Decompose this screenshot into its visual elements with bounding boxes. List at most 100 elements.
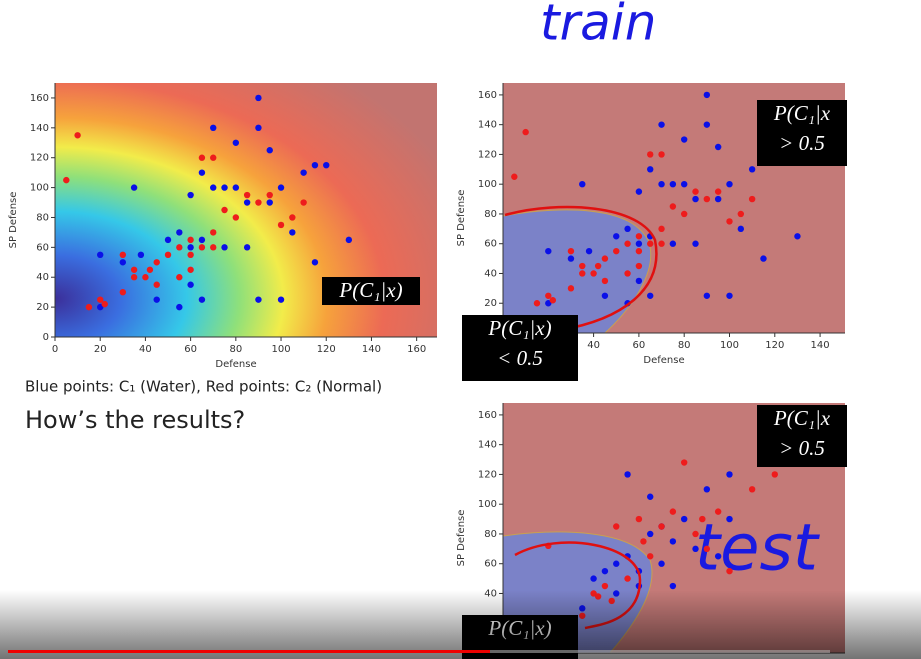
y-tick-label: 120 — [478, 469, 497, 480]
point — [210, 244, 217, 251]
point — [703, 545, 711, 553]
point — [277, 184, 285, 191]
point — [699, 515, 706, 523]
point — [613, 233, 620, 240]
point — [647, 553, 654, 560]
point — [300, 199, 307, 206]
video-shade — [0, 590, 921, 659]
point — [130, 274, 138, 281]
point — [511, 173, 518, 180]
point — [277, 221, 285, 229]
point — [647, 530, 654, 538]
point — [601, 277, 609, 285]
point — [187, 244, 194, 251]
point — [176, 274, 183, 281]
point — [255, 296, 262, 303]
point — [119, 251, 127, 259]
y-tick-label: 100 — [478, 499, 497, 510]
y-axis-label: SP Defense — [8, 192, 19, 249]
point — [692, 530, 699, 538]
chart: 0 20 40 60 80 100 120 140 160 0 20 40 60 80 100 120 140 1… — [8, 83, 437, 370]
label-boxes: P(C₁|x) P(C₁|x > 0.5 P(C₁|x) < 0.5 P(C₁|x > 0.… — [322, 100, 847, 659]
point — [613, 523, 620, 530]
point — [85, 303, 93, 311]
x-axis-label: Defense — [643, 355, 684, 366]
point — [669, 582, 677, 590]
point — [635, 515, 643, 523]
point — [187, 266, 194, 273]
point — [187, 236, 194, 244]
point — [97, 303, 104, 311]
point — [198, 244, 206, 251]
handwriting: test — [695, 512, 821, 586]
progress-bar[interactable] — [8, 650, 490, 653]
point — [277, 296, 285, 303]
point — [669, 538, 677, 545]
point — [187, 251, 194, 259]
x-tick-label: 40 — [587, 340, 600, 351]
y-tick-label: 100 — [30, 183, 49, 194]
point — [300, 169, 307, 176]
point — [545, 292, 552, 299]
point — [726, 471, 733, 478]
point — [232, 184, 240, 191]
point — [692, 188, 699, 195]
label-text: P(C₁|x — [773, 101, 831, 125]
point — [289, 229, 296, 236]
point — [703, 195, 711, 203]
point — [255, 199, 262, 206]
caption: Blue points: C₁ (Water), Red points: C₂ … — [25, 378, 382, 396]
point — [198, 236, 206, 244]
point — [680, 515, 688, 523]
point — [63, 176, 70, 184]
point — [187, 191, 194, 199]
point — [726, 515, 733, 523]
point — [567, 247, 575, 255]
point — [748, 486, 756, 493]
label-text: P(C₁|x — [773, 406, 831, 430]
point — [624, 240, 631, 247]
point — [119, 288, 127, 296]
point — [130, 184, 138, 191]
point — [669, 508, 677, 515]
point — [323, 161, 330, 169]
point — [680, 459, 688, 466]
point — [97, 251, 104, 259]
point — [74, 132, 81, 139]
y-tick-label: 140 — [30, 123, 49, 134]
label-text: > 0.5 — [779, 436, 825, 460]
point — [669, 240, 677, 247]
point — [692, 240, 699, 247]
y-tick-label: 160 — [478, 410, 497, 421]
label-text: > 0.5 — [779, 131, 825, 155]
point — [771, 471, 778, 478]
point — [613, 560, 620, 567]
x-tick-label: 40 — [139, 344, 152, 355]
point — [692, 195, 699, 203]
y-tick-label: 100 — [478, 179, 497, 190]
label-text: < 0.5 — [497, 346, 543, 370]
point — [658, 523, 665, 530]
point — [243, 244, 251, 251]
y-tick-label: 60 — [484, 239, 497, 250]
x-tick-label: 60 — [633, 340, 646, 351]
y-tick-label: 120 — [30, 153, 49, 164]
x-tick-label: 140 — [811, 340, 830, 351]
point — [232, 139, 240, 146]
y-tick-label: 40 — [484, 268, 497, 279]
point — [594, 262, 602, 270]
point — [647, 151, 654, 158]
point — [232, 214, 240, 221]
point — [658, 240, 665, 247]
point — [579, 262, 586, 270]
point — [585, 247, 593, 255]
label-box — [462, 315, 578, 381]
point — [164, 251, 172, 259]
points — [63, 94, 353, 311]
point — [345, 236, 353, 244]
point — [176, 229, 183, 236]
y-tick-label: 140 — [478, 120, 497, 131]
x-tick-label: 140 — [362, 344, 381, 355]
point — [601, 292, 609, 299]
